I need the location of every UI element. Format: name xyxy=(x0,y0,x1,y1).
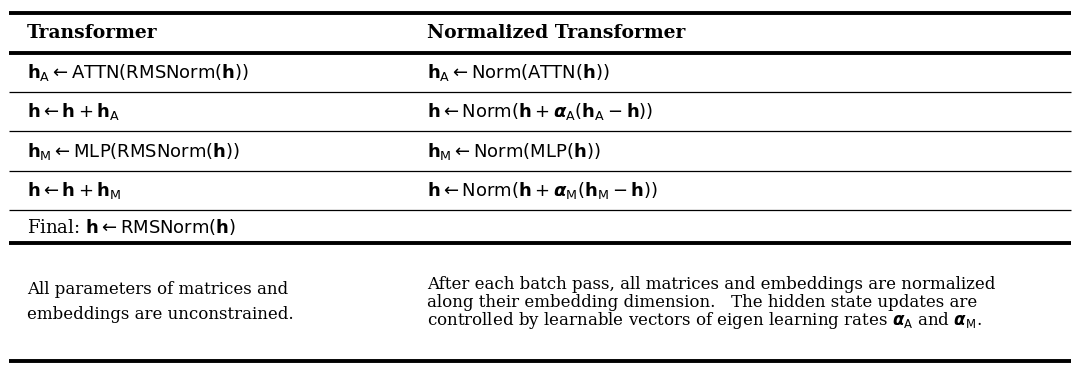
Text: $\mathbf{h}_{\mathrm{M}} \leftarrow \mathrm{Norm}(\mathrm{MLP}(\mathbf{h}))$: $\mathbf{h}_{\mathrm{M}} \leftarrow \mat… xyxy=(427,141,600,162)
Text: All parameters of matrices and
embeddings are unconstrained.: All parameters of matrices and embedding… xyxy=(27,282,294,323)
Text: along their embedding dimension.   The hidden state updates are: along their embedding dimension. The hid… xyxy=(427,294,976,311)
Text: Normalized Transformer: Normalized Transformer xyxy=(427,24,685,42)
Text: $\mathbf{h} \leftarrow \mathbf{h} + \mathbf{h}_{\mathrm{A}}$: $\mathbf{h} \leftarrow \mathbf{h} + \mat… xyxy=(27,101,120,122)
Text: After each batch pass, all matrices and embeddings are normalized: After each batch pass, all matrices and … xyxy=(427,276,995,293)
Text: $\mathbf{h}_{\mathrm{A}} \leftarrow \mathrm{Norm}(\mathrm{ATTN}(\mathbf{h}))$: $\mathbf{h}_{\mathrm{A}} \leftarrow \mat… xyxy=(427,62,609,83)
Text: $\mathbf{h}_{\mathrm{M}} \leftarrow \mathrm{MLP}(\mathrm{RMSNorm}(\mathbf{h}))$: $\mathbf{h}_{\mathrm{M}} \leftarrow \mat… xyxy=(27,141,240,162)
Text: $\mathbf{h}_{\mathrm{A}} \leftarrow \mathrm{ATTN}(\mathrm{RMSNorm}(\mathbf{h}))$: $\mathbf{h}_{\mathrm{A}} \leftarrow \mat… xyxy=(27,62,249,83)
Text: $\mathbf{h} \leftarrow \mathrm{Norm}(\mathbf{h} + \boldsymbol{\alpha}_{\mathrm{A: $\mathbf{h} \leftarrow \mathrm{Norm}(\ma… xyxy=(427,101,653,122)
Text: $\mathbf{h} \leftarrow \mathrm{Norm}(\mathbf{h} + \boldsymbol{\alpha}_{\mathrm{M: $\mathbf{h} \leftarrow \mathrm{Norm}(\ma… xyxy=(427,180,658,201)
Text: controlled by learnable vectors of eigen learning rates $\boldsymbol{\alpha}_{\m: controlled by learnable vectors of eigen… xyxy=(427,310,982,331)
Text: Transformer: Transformer xyxy=(27,24,158,42)
Text: Final: $\mathbf{h} \leftarrow \mathrm{RMSNorm}(\mathbf{h})$: Final: $\mathbf{h} \leftarrow \mathrm{RM… xyxy=(27,217,237,237)
Text: $\mathbf{h} \leftarrow \mathbf{h} + \mathbf{h}_{\mathrm{M}}$: $\mathbf{h} \leftarrow \mathbf{h} + \mat… xyxy=(27,180,122,201)
